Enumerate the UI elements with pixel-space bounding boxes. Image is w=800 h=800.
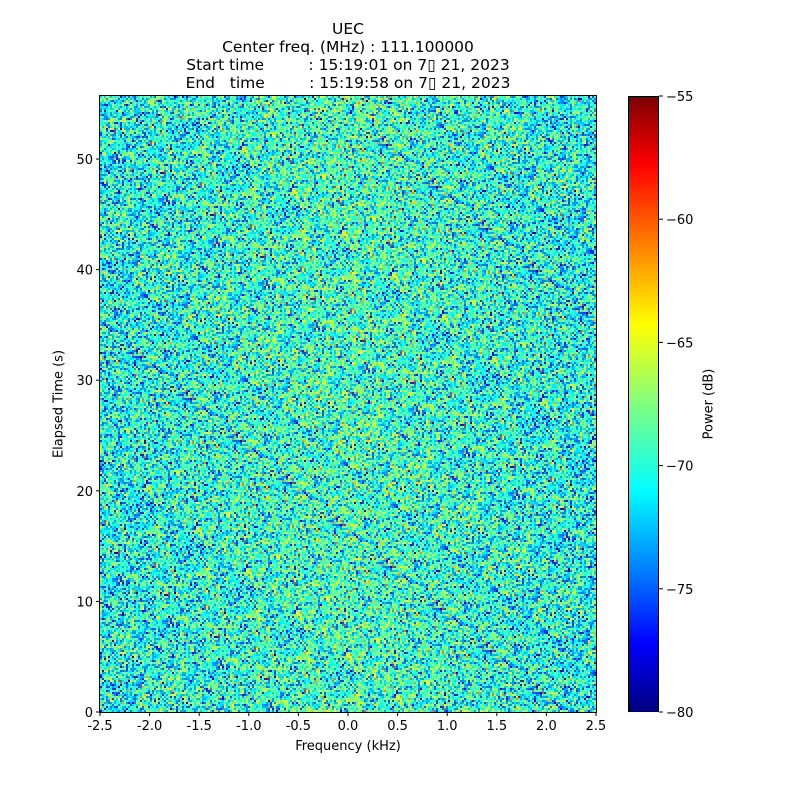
y-tick-label: 0 <box>85 706 93 721</box>
x-tick-label: -2.0 <box>137 719 162 734</box>
spectrogram-heatmap <box>100 96 596 712</box>
colorbar-tick-label: −70 <box>666 460 693 475</box>
colorbar-tick-label: −60 <box>666 213 693 228</box>
colorbar-label: Power (dB) <box>701 368 717 440</box>
y-tick-label: 20 <box>76 485 93 500</box>
title-start-time: Start time : 15:19:01 on 7▯ 21, 2023 <box>186 56 510 74</box>
x-tick-label: -0.5 <box>286 719 311 734</box>
x-tick-label: -1.0 <box>236 719 261 734</box>
x-tick-label: 1.0 <box>437 719 458 734</box>
x-tick-label: 2.5 <box>586 719 607 734</box>
chart-title: UEC Center freq. (MHz) : 111.100000 Star… <box>100 20 596 92</box>
y-tick-label: 10 <box>76 595 93 610</box>
title-line: UEC <box>332 20 364 38</box>
y-tick-label: 40 <box>76 264 93 279</box>
x-tick-label: 2.0 <box>536 719 557 734</box>
title-end-time: End time : 15:19:58 on 7▯ 21, 2023 <box>185 74 511 92</box>
y-axis-label: Elapsed Time (s) <box>51 349 67 459</box>
x-tick-label: 0.5 <box>387 719 408 734</box>
title-center-freq: Center freq. (MHz) : 111.100000 <box>222 38 474 56</box>
plot-area <box>100 96 596 712</box>
x-tick-label: -1.5 <box>187 719 212 734</box>
x-tick-label: 0.0 <box>338 719 359 734</box>
y-tick-label: 30 <box>76 374 93 389</box>
x-tick-label: -2.5 <box>87 719 112 734</box>
x-tick-label: 1.5 <box>486 719 507 734</box>
colorbar-tick-label: −80 <box>666 706 693 721</box>
colorbar <box>628 96 659 712</box>
colorbar-tick-label: −55 <box>666 90 693 105</box>
x-axis-label: Frequency (kHz) <box>295 739 401 754</box>
y-tick-label: 50 <box>76 153 93 168</box>
colorbar-tick-label: −65 <box>666 336 693 351</box>
colorbar-tick-label: −75 <box>666 583 693 598</box>
